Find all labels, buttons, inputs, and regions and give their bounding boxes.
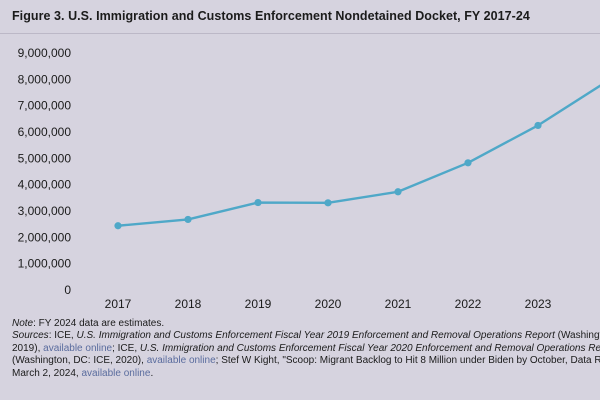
x-tick-label: 2020 bbox=[315, 297, 342, 311]
data-point-2023 bbox=[534, 121, 542, 130]
sources-text: 2019), bbox=[12, 342, 44, 354]
data-point-2020 bbox=[324, 199, 332, 207]
y-tick-label: 8,000,000 bbox=[18, 72, 72, 86]
notes: Note: FY 2024 data are estimates. Source… bbox=[12, 318, 600, 380]
data-point-2022 bbox=[464, 159, 472, 167]
x-tick-label: 2019 bbox=[245, 297, 272, 311]
source-title-2019: U.S. Immigration and Customs Enforcement… bbox=[76, 330, 555, 342]
note-line: Note: FY 2024 data are estimates. bbox=[12, 318, 600, 330]
sources-text: . bbox=[150, 367, 154, 379]
source-title-2020: U.S. Immigration and Customs Enforcement… bbox=[139, 342, 600, 354]
available-online-link-2[interactable]: available online bbox=[146, 355, 216, 367]
series-line bbox=[116, 84, 600, 227]
x-tick-label: 2022 bbox=[455, 297, 482, 311]
sources-text: : ICE, bbox=[48, 330, 77, 342]
y-tick-label: 9,000,000 bbox=[18, 46, 72, 60]
y-tick-label: 1,000,000 bbox=[18, 257, 72, 271]
x-tick-label: 2021 bbox=[385, 297, 412, 311]
y-tick-label: 3,000,000 bbox=[18, 204, 72, 218]
data-point-2017 bbox=[114, 222, 122, 230]
available-online-link-1[interactable]: available online bbox=[43, 342, 113, 354]
note-label: Note bbox=[12, 318, 34, 329]
y-tick-label: 7,000,000 bbox=[18, 99, 72, 113]
sources-text: ; Stef W Kight, "Scoop: Migrant Backlog … bbox=[215, 355, 600, 367]
sources-text: (Washington, bbox=[557, 330, 600, 342]
y-tick-label: 2,000,000 bbox=[18, 230, 72, 244]
y-tick-label: 6,000,000 bbox=[18, 125, 72, 139]
y-axis-ticks: 0 1,000,000 2,000,000 3,000,000 4,000,000 5,0… bbox=[18, 46, 72, 297]
series-points bbox=[114, 121, 542, 230]
title-divider bbox=[0, 33, 600, 34]
sources-line-3: (Washington, DC: ICE, 2020), available o… bbox=[12, 355, 600, 367]
sources-text: March 2, 2024, bbox=[12, 367, 82, 379]
y-tick-label: 4,000,000 bbox=[18, 178, 72, 192]
note-text: : FY 2024 data are estimates. bbox=[33, 318, 165, 329]
data-point-2018 bbox=[184, 215, 192, 224]
sources-line-2: 2019), available online; ICE, U.S. Immig… bbox=[12, 343, 600, 355]
x-tick-label: 2023 bbox=[525, 297, 552, 311]
sources-label: Sources bbox=[12, 330, 49, 342]
y-tick-label: 5,000,000 bbox=[18, 151, 72, 165]
sources-text: ; ICE, bbox=[112, 342, 140, 354]
x-tick-label: 2017 bbox=[105, 297, 132, 311]
y-tick-label: 0 bbox=[64, 283, 71, 297]
sources-line-1: Sources: ICE, U.S. Immigration and Custo… bbox=[12, 330, 600, 342]
x-tick-label: 2018 bbox=[175, 297, 202, 311]
available-online-link-3[interactable]: available online bbox=[81, 367, 151, 379]
sources-text: (Washington, DC: ICE, 2020), bbox=[12, 355, 147, 367]
sources-line-4: March 2, 2024, available online. bbox=[12, 368, 600, 380]
x-axis-ticks: 20172018201920202021202220232 bbox=[105, 297, 552, 311]
data-point-2021 bbox=[394, 188, 402, 196]
data-point-2019 bbox=[254, 198, 262, 207]
chart-title: Figure 3. U.S. Immigration and Customs E… bbox=[12, 9, 530, 23]
